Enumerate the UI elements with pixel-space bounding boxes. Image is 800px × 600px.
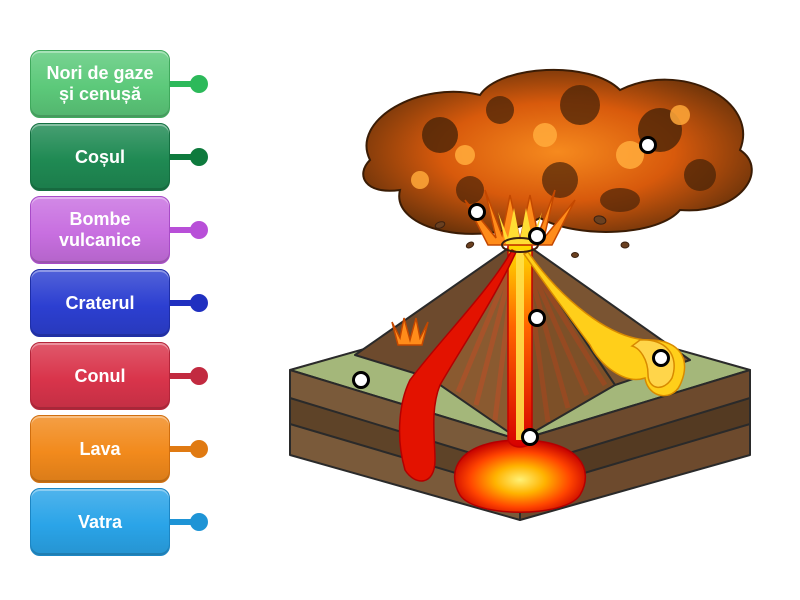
label-text: Conul bbox=[75, 366, 126, 387]
label-text: Nori de gaze și cenușă bbox=[37, 63, 163, 104]
label-chamber[interactable]: Vatra bbox=[30, 488, 205, 556]
label-cone[interactable]: Conul bbox=[30, 342, 205, 410]
ash-cloud bbox=[363, 70, 752, 234]
label-box: Nori de gaze și cenușă bbox=[30, 50, 170, 118]
label-box: Craterul bbox=[30, 269, 170, 337]
hotspot-crater-spot[interactable] bbox=[528, 227, 546, 245]
label-dot bbox=[190, 221, 208, 239]
label-dot bbox=[190, 440, 208, 458]
hotspot-cloud-spot[interactable] bbox=[639, 136, 657, 154]
hotspot-cone-spot[interactable] bbox=[352, 371, 370, 389]
label-dot bbox=[190, 513, 208, 531]
label-box: Vatra bbox=[30, 488, 170, 556]
label-text: Vatra bbox=[78, 512, 122, 533]
label-dot bbox=[190, 148, 208, 166]
hotspot-chamber-spot[interactable] bbox=[521, 428, 539, 446]
label-lava[interactable]: Lava bbox=[30, 415, 205, 483]
label-text: Lava bbox=[79, 439, 120, 460]
label-text: Bombe vulcanice bbox=[37, 209, 163, 250]
label-conduit[interactable]: Coșul bbox=[30, 123, 205, 191]
label-dot bbox=[190, 294, 208, 312]
hotspot-lava-spot[interactable] bbox=[652, 349, 670, 367]
volcano-diagram bbox=[260, 40, 770, 560]
label-box: Bombe vulcanice bbox=[30, 196, 170, 264]
label-text: Craterul bbox=[65, 293, 134, 314]
label-text: Coșul bbox=[75, 147, 125, 168]
label-dot bbox=[190, 367, 208, 385]
label-box: Conul bbox=[30, 342, 170, 410]
label-bombs[interactable]: Bombe vulcanice bbox=[30, 196, 205, 264]
label-crater[interactable]: Craterul bbox=[30, 269, 205, 337]
label-gas-cloud[interactable]: Nori de gaze și cenușă bbox=[30, 50, 205, 118]
hotspot-bomb-spot[interactable] bbox=[468, 203, 486, 221]
labels-column: Nori de gaze și cenușă Coșul Bombe vulcani… bbox=[30, 50, 205, 556]
label-box: Coșul bbox=[30, 123, 170, 191]
label-box: Lava bbox=[30, 415, 170, 483]
hotspot-conduit-spot[interactable] bbox=[528, 309, 546, 327]
label-dot bbox=[190, 75, 208, 93]
volcano-svg bbox=[260, 40, 770, 560]
